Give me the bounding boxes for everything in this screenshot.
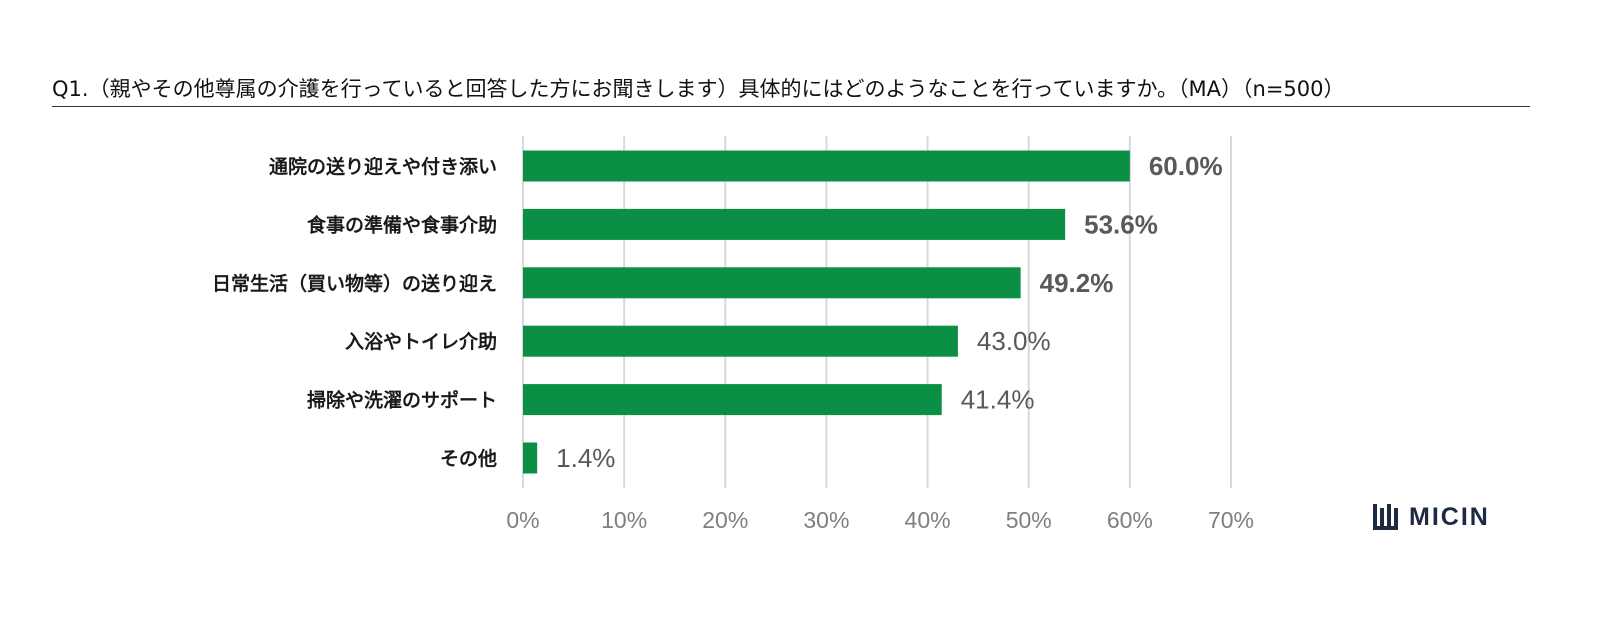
x-tick-label: 50% xyxy=(1006,507,1052,533)
data-label: 49.2% xyxy=(1040,268,1114,298)
bar xyxy=(523,442,538,474)
category-label: 掃除や洗濯のサポート xyxy=(307,389,497,412)
data-label: 53.6% xyxy=(1084,209,1158,239)
x-tick-label: 30% xyxy=(803,507,849,533)
title-underline xyxy=(52,106,1530,107)
chart-title: Q1.（親やその他尊属の介護を行っていると回答した方にお聞きします）具体的にはど… xyxy=(52,77,1345,101)
bar xyxy=(523,208,1066,240)
category-label: 入浴やトイレ介助 xyxy=(345,330,497,353)
x-tick-label: 20% xyxy=(702,507,748,533)
bar xyxy=(523,150,1130,182)
x-tick-label: 0% xyxy=(506,507,539,533)
category-label: 食事の準備や食事介助 xyxy=(307,213,497,236)
data-label: 43.0% xyxy=(977,326,1051,356)
bar xyxy=(523,384,942,416)
brand-name: MICIN xyxy=(1409,502,1490,531)
x-tick-label: 70% xyxy=(1208,507,1254,533)
data-label: 60.0% xyxy=(1149,151,1223,181)
data-label: 41.4% xyxy=(961,385,1035,415)
data-label: 1.4% xyxy=(556,443,615,473)
x-tick-label: 60% xyxy=(1107,507,1153,533)
category-label: その他 xyxy=(440,447,497,470)
bar xyxy=(523,267,1021,299)
category-label: 日常生活（買い物等）の送り迎え xyxy=(212,272,497,295)
micin-logo-icon xyxy=(1373,504,1398,530)
brand-logo: MICIN xyxy=(1373,502,1490,532)
x-tick-label: 10% xyxy=(601,507,647,533)
bar xyxy=(523,325,958,357)
x-tick-label: 40% xyxy=(905,507,951,533)
category-label: 通院の送り迎えや付き添い xyxy=(269,155,497,178)
